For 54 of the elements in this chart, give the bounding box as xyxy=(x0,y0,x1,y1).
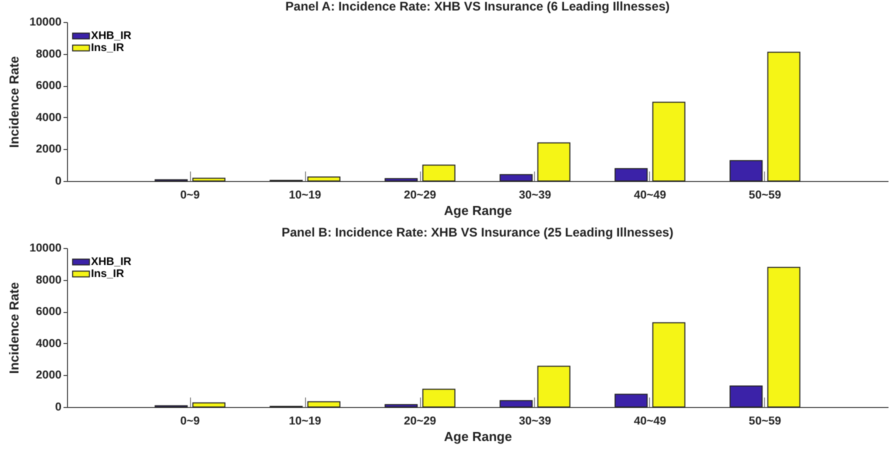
y-axis-title: Incidence Rate xyxy=(6,56,22,148)
x-tick-label: 20~29 xyxy=(404,190,436,202)
x-axis-title: Age Range xyxy=(444,429,512,444)
y-tick-label: 6000 xyxy=(36,306,62,318)
y-tick-label: 4000 xyxy=(36,338,62,350)
legend-label: XHB_IR xyxy=(91,30,132,42)
bar xyxy=(537,142,570,182)
x-tick-label: 40~49 xyxy=(634,190,666,202)
bar xyxy=(192,178,226,182)
x-tick-label: 50~59 xyxy=(748,416,782,428)
bar xyxy=(730,160,763,182)
x-tick-label: 30~39 xyxy=(518,190,552,202)
bar xyxy=(384,404,418,408)
x-axis-title: Age Range xyxy=(444,203,512,218)
x-tick-label: 50~59 xyxy=(748,190,782,202)
y-tick-label: 10000 xyxy=(30,16,62,28)
y-axis-title: Incidence Rate xyxy=(6,282,22,374)
bar xyxy=(192,402,226,408)
bar xyxy=(614,394,648,408)
bar xyxy=(307,176,340,182)
y-tick-label: 0 xyxy=(55,402,62,414)
bar xyxy=(767,266,800,408)
x-tick-label: 10~19 xyxy=(288,190,322,202)
x-tick-label: 0~9 xyxy=(180,416,200,428)
y-tick-label: 8000 xyxy=(36,48,62,60)
bar xyxy=(614,168,648,182)
bar xyxy=(500,400,533,408)
x-tick-label: 20~29 xyxy=(404,416,436,428)
y-tick-label: 10000 xyxy=(30,242,62,254)
bar xyxy=(384,178,418,182)
y-tick-label: 2000 xyxy=(36,370,62,382)
bar xyxy=(422,164,456,182)
bar xyxy=(422,388,456,408)
bar xyxy=(307,401,340,408)
chart-title: Panel B: Incidence Rate: XHB VS Insurance (25 Leading Illnesses) xyxy=(282,226,674,240)
y-tick-label: 0 xyxy=(55,176,62,188)
bar xyxy=(652,102,686,182)
bar xyxy=(537,366,570,408)
x-tick-label: 0~9 xyxy=(180,190,200,202)
legend-label: Ins_IR xyxy=(91,268,124,280)
x-tick-label: 10~19 xyxy=(288,416,322,428)
bar xyxy=(652,322,686,408)
chart-title: Panel A: Incidence Rate: XHB VS Insurance (6 Leading Illnesses) xyxy=(285,0,670,14)
y-tick-label: 4000 xyxy=(36,112,62,124)
bar xyxy=(767,52,800,182)
y-tick-label: 6000 xyxy=(36,80,62,92)
x-tick-label: 30~39 xyxy=(518,416,552,428)
y-tick-label: 2000 xyxy=(36,144,62,156)
x-tick-label: 40~49 xyxy=(634,416,666,428)
y-tick-label: 8000 xyxy=(36,274,62,286)
bar xyxy=(500,174,533,182)
legend-label: Ins_IR xyxy=(91,42,124,54)
legend-label: XHB_IR xyxy=(91,256,132,268)
bar xyxy=(730,386,763,408)
